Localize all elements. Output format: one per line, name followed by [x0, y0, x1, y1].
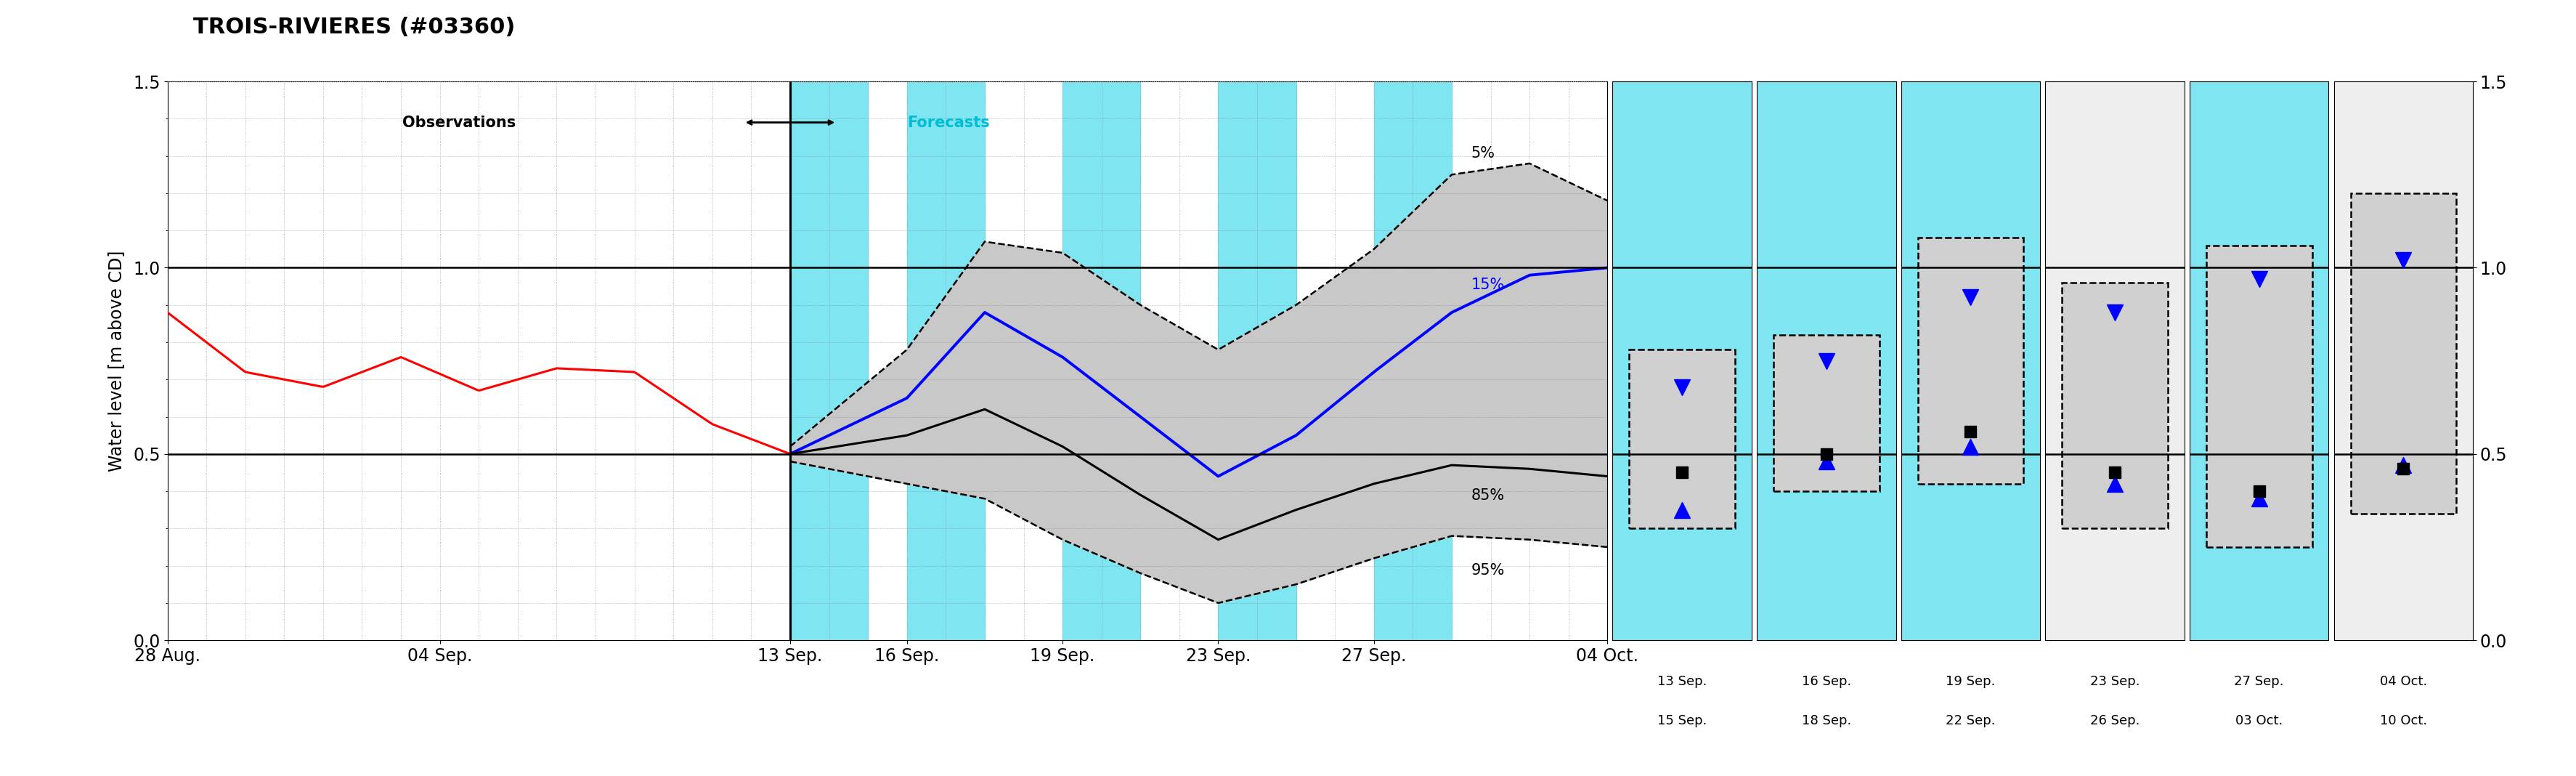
Bar	[2061, 282, 2169, 528]
Bar	[2205, 245, 2313, 547]
Text: 27 Sep.: 27 Sep.	[2233, 675, 2285, 688]
Text: 04 Oct.: 04 Oct.	[2380, 675, 2427, 688]
Text: 15%: 15%	[1471, 278, 1504, 293]
Bar	[1917, 238, 2025, 483]
Text: 19 Sep.: 19 Sep.	[1945, 675, 1996, 688]
Text: 85%: 85%	[1471, 488, 1504, 503]
Text: 95%: 95%	[1471, 563, 1504, 577]
Text: 10 Oct.: 10 Oct.	[2380, 714, 2427, 727]
Text: Observations: Observations	[402, 115, 515, 130]
Text: 16 Sep.: 16 Sep.	[1801, 675, 1852, 688]
Text: 15 Sep.: 15 Sep.	[1656, 714, 1708, 727]
Text: TROIS-RIVIERES (#03360): TROIS-RIVIERES (#03360)	[193, 16, 515, 38]
Bar	[907, 81, 984, 640]
Text: 03 Oct.: 03 Oct.	[2236, 714, 2282, 727]
Y-axis label: Water level [m above CD]: Water level [m above CD]	[108, 251, 126, 471]
Bar	[2349, 193, 2458, 514]
Bar	[791, 81, 868, 640]
Bar	[1628, 350, 1736, 528]
Bar	[1373, 81, 1453, 640]
Text: 26 Sep.: 26 Sep.	[2089, 714, 2141, 727]
Bar	[1772, 334, 1880, 491]
Text: 5%: 5%	[1471, 146, 1494, 161]
Text: Forecasts: Forecasts	[907, 115, 989, 130]
Text: 13 Sep.: 13 Sep.	[1656, 675, 1708, 688]
Text: 22 Sep.: 22 Sep.	[1945, 714, 1996, 727]
Text: 18 Sep.: 18 Sep.	[1801, 714, 1852, 727]
Bar	[1218, 81, 1296, 640]
Bar	[1061, 81, 1141, 640]
Text: 23 Sep.: 23 Sep.	[2089, 675, 2141, 688]
